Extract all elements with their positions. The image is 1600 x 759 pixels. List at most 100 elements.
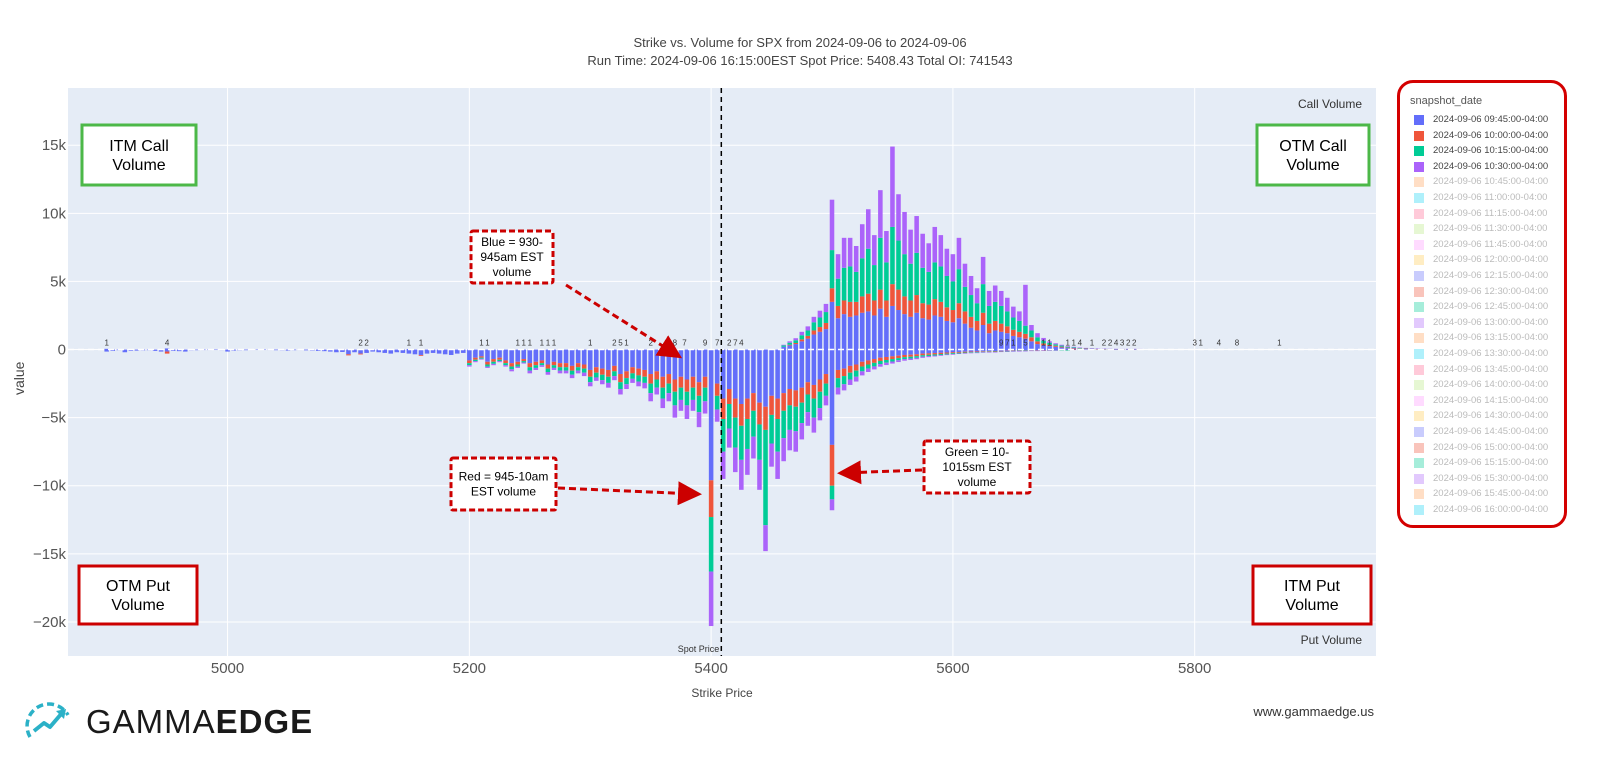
put-bar[interactable] — [594, 373, 599, 378]
call-bar[interactable] — [872, 265, 877, 300]
put-bar[interactable] — [685, 379, 690, 391]
put-bar[interactable] — [419, 355, 424, 356]
put-bar[interactable] — [860, 362, 865, 367]
put-bar[interactable] — [926, 356, 931, 357]
put-bar[interactable] — [600, 375, 605, 380]
put-bar[interactable] — [896, 356, 901, 358]
put-bar[interactable] — [902, 359, 907, 361]
call-bar[interactable] — [908, 317, 913, 350]
put-bar[interactable] — [793, 350, 798, 391]
legend-item[interactable]: 2024-09-06 12:30:00-04:00 — [1414, 285, 1548, 299]
call-bar[interactable] — [1029, 337, 1034, 341]
call-bar[interactable] — [836, 279, 841, 306]
call-bar[interactable] — [1023, 285, 1028, 326]
put-bar[interactable] — [679, 400, 684, 411]
call-bar[interactable] — [1017, 337, 1022, 349]
put-bar[interactable] — [787, 389, 792, 405]
call-bar[interactable] — [824, 329, 829, 349]
put-bar[interactable] — [800, 388, 805, 403]
call-bar[interactable] — [872, 300, 877, 315]
put-bar[interactable] — [830, 486, 835, 500]
put-bar[interactable] — [636, 350, 641, 369]
put-bar[interactable] — [969, 352, 974, 353]
put-bar[interactable] — [600, 380, 605, 384]
put-bar[interactable] — [552, 362, 557, 365]
put-bar[interactable] — [709, 572, 714, 626]
put-bar[interactable] — [727, 389, 732, 404]
put-bar[interactable] — [769, 415, 774, 444]
put-bar[interactable] — [860, 367, 865, 372]
put-bar[interactable] — [479, 356, 484, 357]
put-bar[interactable] — [757, 350, 762, 403]
put-bar[interactable] — [739, 404, 744, 426]
put-bar[interactable] — [703, 350, 708, 377]
call-bar[interactable] — [830, 288, 835, 302]
put-bar[interactable] — [818, 350, 823, 380]
call-bar[interactable] — [1011, 318, 1016, 330]
put-bar[interactable] — [515, 350, 520, 362]
legend-item[interactable]: 2024-09-06 11:00:00-04:00 — [1414, 191, 1547, 205]
call-bar[interactable] — [890, 227, 895, 284]
call-bar[interactable] — [914, 295, 919, 313]
put-bar[interactable] — [775, 419, 780, 452]
call-bar[interactable] — [878, 290, 883, 309]
put-bar[interactable] — [1035, 351, 1040, 352]
call-bar[interactable] — [848, 266, 853, 301]
call-bar[interactable] — [926, 243, 931, 272]
legend-item[interactable]: 2024-09-06 09:45:00-04:00 — [1414, 113, 1548, 127]
put-bar[interactable] — [1011, 351, 1016, 352]
put-bar[interactable] — [1053, 350, 1058, 351]
call-bar[interactable] — [896, 194, 901, 240]
call-bar[interactable] — [890, 147, 895, 227]
put-bar[interactable] — [715, 409, 720, 421]
call-bar[interactable] — [975, 303, 980, 321]
put-bar[interactable] — [503, 363, 508, 365]
put-bar[interactable] — [884, 357, 889, 360]
put-bar[interactable] — [939, 353, 944, 354]
call-bar[interactable] — [1005, 298, 1010, 312]
put-bar[interactable] — [981, 351, 986, 352]
put-bar[interactable] — [727, 350, 732, 390]
call-bar[interactable] — [1053, 344, 1058, 345]
put-bar[interactable] — [624, 350, 629, 372]
put-bar[interactable] — [654, 371, 659, 379]
put-bar[interactable] — [939, 355, 944, 356]
call-bar[interactable] — [1023, 326, 1028, 334]
put-bar[interactable] — [419, 350, 424, 355]
call-bar[interactable] — [926, 305, 931, 320]
put-bar[interactable] — [612, 366, 617, 371]
call-bar[interactable] — [781, 345, 786, 346]
call-bar[interactable] — [787, 341, 792, 342]
call-bar[interactable] — [939, 317, 944, 350]
call-bar[interactable] — [800, 339, 805, 341]
call-bar[interactable] — [1029, 325, 1034, 330]
put-bar[interactable] — [769, 350, 774, 396]
put-bar[interactable] — [654, 350, 659, 372]
put-bar[interactable] — [479, 359, 484, 360]
put-bar[interactable] — [636, 382, 641, 387]
put-bar[interactable] — [963, 353, 968, 354]
call-bar[interactable] — [1035, 341, 1040, 344]
put-bar[interactable] — [685, 405, 690, 419]
put-bar[interactable] — [963, 353, 968, 354]
put-bar[interactable] — [497, 350, 502, 358]
put-bar[interactable] — [920, 355, 925, 356]
put-bar[interactable] — [630, 373, 635, 378]
put-bar[interactable] — [757, 460, 762, 490]
call-bar[interactable] — [914, 253, 919, 295]
put-bar[interactable] — [642, 383, 647, 388]
put-bar[interactable] — [769, 396, 774, 415]
call-bar[interactable] — [969, 295, 974, 317]
put-bar[interactable] — [800, 423, 805, 439]
put-bar[interactable] — [594, 367, 599, 372]
put-bar[interactable] — [521, 350, 526, 360]
call-bar[interactable] — [908, 230, 913, 264]
put-bar[interactable] — [642, 377, 647, 383]
put-bar[interactable] — [824, 396, 829, 406]
put-bar[interactable] — [806, 394, 811, 412]
put-bar[interactable] — [745, 419, 750, 449]
put-bar[interactable] — [739, 460, 744, 490]
put-bar[interactable] — [896, 358, 901, 360]
call-bar[interactable] — [920, 303, 925, 318]
